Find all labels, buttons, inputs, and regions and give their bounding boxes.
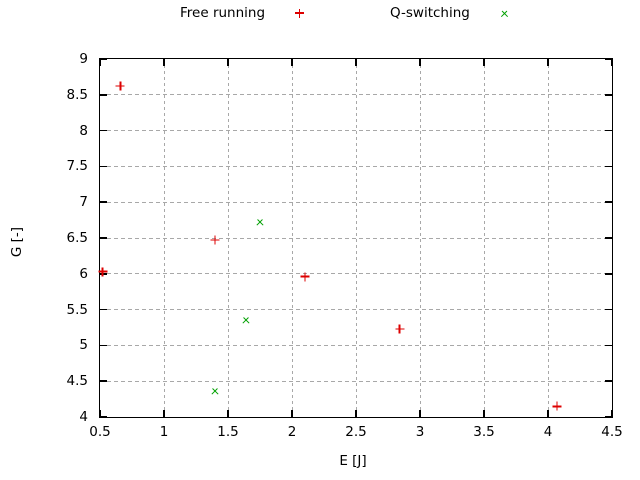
tick-mark-x-top — [611, 59, 613, 66]
tick-mark-x-bottom — [611, 410, 613, 417]
data-point-free-running — [395, 324, 405, 334]
plus-marker-icon — [210, 235, 220, 245]
y-tick-label: 7 — [79, 194, 88, 211]
tick-mark-y-left — [100, 380, 107, 382]
y-tick-label: 8 — [79, 122, 88, 139]
x-tick-label: 2 — [287, 424, 297, 440]
tick-mark-y-right — [605, 308, 612, 311]
x-tick-label: 2.5 — [345, 424, 367, 440]
data-point-free-running — [300, 272, 310, 282]
x-tick-label: 3.5 — [473, 424, 495, 440]
y-tick-label: 9 — [79, 51, 88, 67]
tick-mark-x-bottom — [227, 410, 229, 417]
cross-marker-icon — [209, 384, 222, 397]
tick-mark-y-right — [605, 273, 612, 275]
tick-mark-y-right — [605, 165, 612, 168]
tick-mark-x-bottom — [355, 410, 357, 417]
tick-mark-y-left — [100, 237, 107, 239]
x-tick-label: 1.5 — [217, 424, 239, 440]
tick-mark-x-top — [419, 59, 421, 66]
plot-area — [98, 58, 613, 418]
y-tick-label: 6 — [79, 265, 88, 282]
cross-marker-icon — [498, 7, 511, 20]
x-tick-label: 4.5 — [601, 424, 623, 440]
data-point-free-running — [210, 235, 220, 245]
tick-mark-x-bottom — [163, 410, 165, 417]
plus-marker-icon — [115, 81, 125, 91]
x-tick-label: 1 — [159, 424, 169, 440]
tick-mark-x-bottom — [483, 410, 485, 417]
cross-marker-icon — [240, 314, 253, 327]
data-point-q-switching — [211, 386, 220, 395]
data-point-q-switching — [256, 217, 265, 226]
legend-label-free-running: Free running — [180, 5, 266, 21]
y-tick-label: 4 — [79, 409, 88, 425]
x-tick-label: 3 — [415, 424, 425, 440]
tick-mark-x-bottom — [291, 410, 293, 417]
data-point-q-switching — [241, 316, 250, 325]
plus-marker-icon — [295, 8, 305, 18]
tick-mark-y-right — [605, 416, 612, 418]
legend-label-q-switching: Q-switching — [390, 5, 470, 21]
gridline-horizontal — [100, 380, 612, 382]
tick-mark-y-right — [605, 380, 612, 382]
tick-mark-y-left — [100, 273, 107, 275]
y-tick-label: 5 — [79, 337, 88, 354]
gridline-horizontal — [100, 273, 612, 275]
gridline-horizontal — [100, 201, 612, 203]
plus-marker-icon — [98, 267, 108, 277]
y-tick-label: 7.5 — [66, 158, 88, 175]
tick-mark-x-top — [227, 59, 229, 66]
gridline-horizontal — [100, 344, 612, 346]
x-tick-label: 4 — [543, 424, 553, 440]
tick-mark-y-left — [100, 129, 107, 132]
y-tick-label: 8.5 — [66, 86, 88, 103]
legend-entry-q-switching: Q-switching — [390, 4, 509, 22]
tick-mark-x-bottom — [547, 410, 549, 417]
plus-marker-icon — [395, 324, 405, 334]
tick-mark-y-right — [605, 129, 612, 132]
tick-mark-x-bottom — [99, 410, 101, 417]
tick-mark-y-left — [100, 201, 107, 203]
x-tick-label: 0.5 — [89, 424, 111, 440]
tick-mark-x-top — [163, 59, 165, 66]
tick-mark-y-left — [100, 416, 107, 418]
tick-mark-y-left — [100, 94, 107, 96]
tick-mark-x-top — [291, 59, 293, 66]
tick-mark-y-left — [100, 165, 107, 168]
gridline-horizontal — [100, 165, 612, 167]
plus-marker-icon — [300, 272, 310, 282]
tick-mark-y-left — [100, 308, 107, 311]
tick-mark-x-top — [547, 59, 549, 66]
y-tick-label: 4.5 — [66, 373, 88, 390]
tick-mark-y-left — [100, 344, 107, 347]
tick-mark-x-top — [99, 59, 101, 66]
data-point-free-running — [98, 267, 108, 277]
tick-mark-y-right — [605, 201, 612, 203]
x-axis-title: E [J] — [339, 453, 367, 469]
tick-mark-y-left — [100, 58, 107, 60]
gridline-horizontal — [100, 237, 612, 239]
tick-mark-y-right — [605, 237, 612, 239]
data-point-free-running — [552, 401, 562, 411]
gridline-horizontal — [100, 309, 612, 311]
cross-marker-icon — [254, 215, 267, 228]
legend-entry-free-running: Free running — [180, 4, 305, 22]
tick-mark-x-top — [483, 59, 485, 66]
gridline-horizontal — [100, 130, 612, 132]
tick-mark-x-top — [355, 59, 357, 66]
tick-mark-y-right — [605, 58, 612, 60]
gridline-horizontal — [100, 94, 612, 96]
data-point-free-running — [115, 81, 125, 91]
tick-mark-x-bottom — [419, 410, 421, 417]
tick-mark-y-right — [605, 94, 612, 96]
y-tick-label: 6.5 — [66, 230, 88, 246]
y-tick-label: 5.5 — [66, 301, 88, 318]
tick-mark-y-right — [605, 344, 612, 347]
plus-marker-icon — [552, 401, 562, 411]
